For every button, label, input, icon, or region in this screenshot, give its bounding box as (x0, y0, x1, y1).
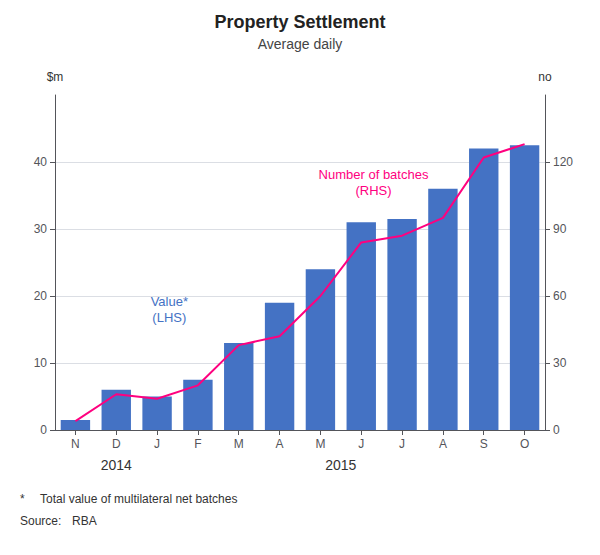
svg-text:2015: 2015 (325, 457, 356, 473)
svg-text:10: 10 (34, 356, 48, 370)
svg-text:(RHS): (RHS) (355, 183, 391, 198)
svg-text:no: no (538, 70, 552, 84)
svg-text:F: F (194, 437, 201, 451)
svg-text:S: S (480, 437, 488, 451)
svg-text:120: 120 (553, 155, 573, 169)
svg-text:2014: 2014 (101, 457, 132, 473)
svg-text:(LHS): (LHS) (152, 310, 186, 325)
svg-text:J: J (399, 437, 405, 451)
svg-text:0: 0 (553, 423, 560, 437)
svg-text:$m: $m (47, 70, 64, 84)
svg-text:Property Settlement: Property Settlement (214, 12, 385, 32)
svg-text:RBA: RBA (72, 514, 97, 528)
svg-text:O: O (520, 437, 529, 451)
svg-text:40: 40 (34, 155, 48, 169)
svg-text:20: 20 (34, 289, 48, 303)
svg-text:Value*: Value* (151, 294, 188, 309)
svg-text:Average daily: Average daily (258, 36, 343, 52)
svg-text:*: * (20, 492, 25, 506)
svg-text:30: 30 (34, 222, 48, 236)
svg-text:A: A (276, 437, 284, 451)
svg-text:0: 0 (40, 423, 47, 437)
svg-text:M: M (234, 437, 244, 451)
svg-text:60: 60 (553, 289, 567, 303)
svg-text:Total value of multilateral ne: Total value of multilateral net batches (40, 492, 237, 506)
svg-text:J: J (358, 437, 364, 451)
svg-text:Source:: Source: (20, 514, 61, 528)
svg-text:A: A (439, 437, 447, 451)
svg-text:D: D (112, 437, 121, 451)
svg-text:J: J (154, 437, 160, 451)
svg-text:N: N (71, 437, 80, 451)
svg-text:30: 30 (553, 356, 567, 370)
svg-text:90: 90 (553, 222, 567, 236)
svg-text:M: M (315, 437, 325, 451)
svg-text:Number of batches: Number of batches (319, 167, 429, 182)
